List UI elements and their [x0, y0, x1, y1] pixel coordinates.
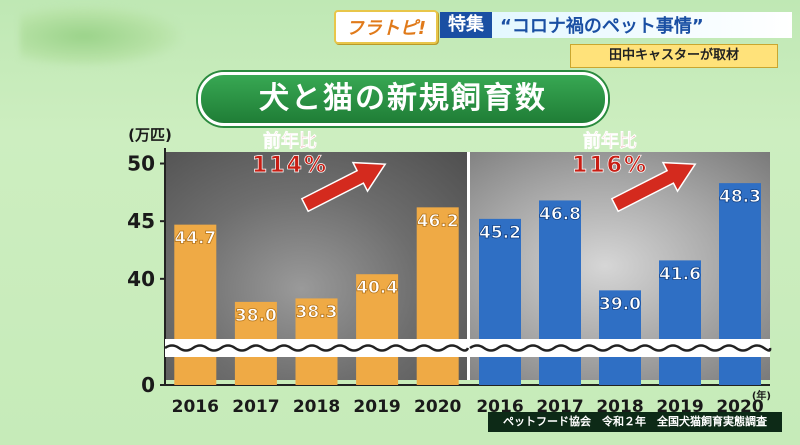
x-tick-label: 2016 — [172, 397, 219, 417]
reporter-caption: 田中キャスターが取材 — [570, 44, 778, 68]
cat-bar-value-label: 45.2 — [479, 223, 521, 243]
dog-bar — [356, 274, 399, 385]
x-tick-label: 2018 — [293, 397, 340, 417]
cat-bar-value-label: 41.6 — [659, 264, 701, 284]
dog-yoy-value: 114% — [252, 153, 328, 178]
dog-bar — [174, 224, 217, 385]
dog-bar-value-label: 40.4 — [356, 278, 398, 298]
special-banner: 特集 “コロナ禍のペット事情” — [440, 12, 792, 38]
axis-break-line — [469, 344, 772, 352]
cat-yoy-value: 116% — [572, 153, 648, 178]
x-tick-label: 2019 — [353, 397, 400, 417]
panel-divider — [467, 152, 470, 380]
dog-bar-value-label: 38.0 — [235, 306, 277, 326]
x-axis-unit-label: (年) — [752, 389, 771, 402]
cat-bar-value-label: 48.3 — [719, 187, 761, 207]
dog-bar-value-label: 38.3 — [296, 302, 338, 322]
cat-bar — [659, 260, 701, 385]
dog-trend-arrow — [300, 161, 387, 213]
cat-bar — [599, 290, 641, 385]
y-tick-label: 50 — [127, 152, 155, 176]
y-tick-label: 45 — [127, 209, 155, 233]
axis-break-band — [470, 339, 770, 357]
cat-trend-arrow — [610, 161, 697, 213]
cat-bar — [479, 218, 521, 385]
arrow-shape — [300, 161, 387, 213]
special-title: “コロナ禍のペット事情” — [500, 16, 704, 37]
dog-bar — [416, 207, 459, 385]
source-caption: ペットフード協会 令和２年 全国犬猫飼育実態調査 — [488, 412, 782, 432]
dog-yoy-label: 前年比 — [263, 130, 317, 152]
axis-break-line — [164, 344, 470, 352]
y-axis-unit-label: (万匹) — [128, 126, 172, 144]
cat-bar-value-label: 46.8 — [539, 204, 581, 224]
chart-title: 犬と猫の新規飼育数 — [198, 72, 608, 126]
y-tick-label: 0 — [141, 373, 155, 397]
show-logo: フラトピ! — [334, 10, 438, 44]
y-tick-label: 40 — [127, 267, 155, 291]
x-tick-label: 2020 — [414, 397, 461, 417]
axis-break-band — [165, 339, 468, 357]
arrow-shape — [610, 161, 697, 213]
dog-bar-value-label: 46.2 — [417, 211, 459, 231]
cat-yoy-label: 前年比 — [583, 130, 637, 152]
blurred-logo — [20, 6, 180, 66]
cat-bar — [539, 200, 581, 385]
x-tick-label: 2017 — [232, 397, 279, 417]
dog-bar-value-label: 44.7 — [174, 229, 216, 249]
cat-bar-value-label: 39.0 — [599, 294, 641, 314]
special-label: 特集 — [440, 12, 492, 38]
